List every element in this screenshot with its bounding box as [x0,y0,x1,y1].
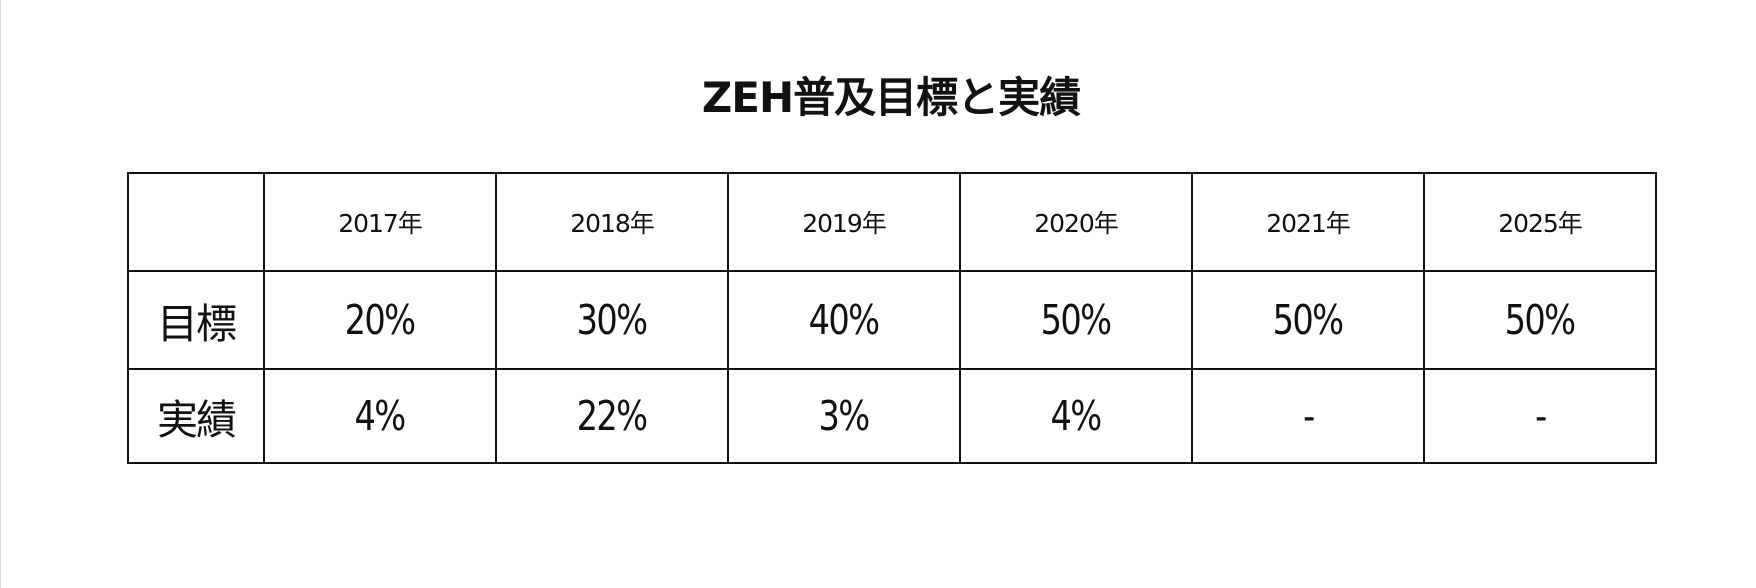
target-value-2017: 20% [263,270,497,370]
actual-value-2018-text: 22% [577,392,648,440]
target-value-2025: 50% [1423,270,1657,370]
target-value-2020-text: 50% [1041,296,1112,344]
actual-value-2017: 4% [263,368,497,464]
actual-value-2025-text: - [1534,392,1547,440]
row-label-actual: 実績 [127,368,265,464]
column-header-2021: 2021年 [1191,172,1425,272]
column-header-2017: 2017年 [263,172,497,272]
target-value-2017-text: 20% [345,296,416,344]
actual-value-2019: 3% [727,368,961,464]
target-value-2025-text: 50% [1505,296,1576,344]
actual-value-2018: 22% [495,368,729,464]
target-value-2021: 50% [1191,270,1425,370]
target-value-2018-text: 30% [577,296,648,344]
target-row: 目標 20% 30% 40% 50% 50% 50% [127,270,1657,370]
column-header-2020: 2020年 [959,172,1193,272]
target-value-2021-text: 50% [1273,296,1344,344]
target-value-2018: 30% [495,270,729,370]
actual-row: 実績 4% 22% 3% 4% - - [127,368,1657,464]
column-header-2019: 2019年 [727,172,961,272]
row-label-target: 目標 [127,270,265,370]
column-header-2018: 2018年 [495,172,729,272]
actual-value-2019-text: 3% [818,392,871,440]
corner-cell [127,172,265,272]
left-border [0,0,1,588]
actual-value-2020-text: 4% [1050,392,1103,440]
actual-value-2021-text: - [1302,392,1315,440]
target-value-2019: 40% [727,270,961,370]
target-value-2019-text: 40% [809,296,880,344]
target-value-2020: 50% [959,270,1193,370]
zeh-table: 2017年 2018年 2019年 2020年 2021年 2025年 目標 2… [127,172,1657,464]
chart-title: ZEH普及目標と実績 [701,73,1081,122]
actual-value-2020: 4% [959,368,1193,464]
actual-value-2025: - [1423,368,1657,464]
header-row: 2017年 2018年 2019年 2020年 2021年 2025年 [127,172,1657,272]
actual-value-2021: - [1191,368,1425,464]
column-header-2025: 2025年 [1423,172,1657,272]
actual-value-2017-text: 4% [354,392,407,440]
